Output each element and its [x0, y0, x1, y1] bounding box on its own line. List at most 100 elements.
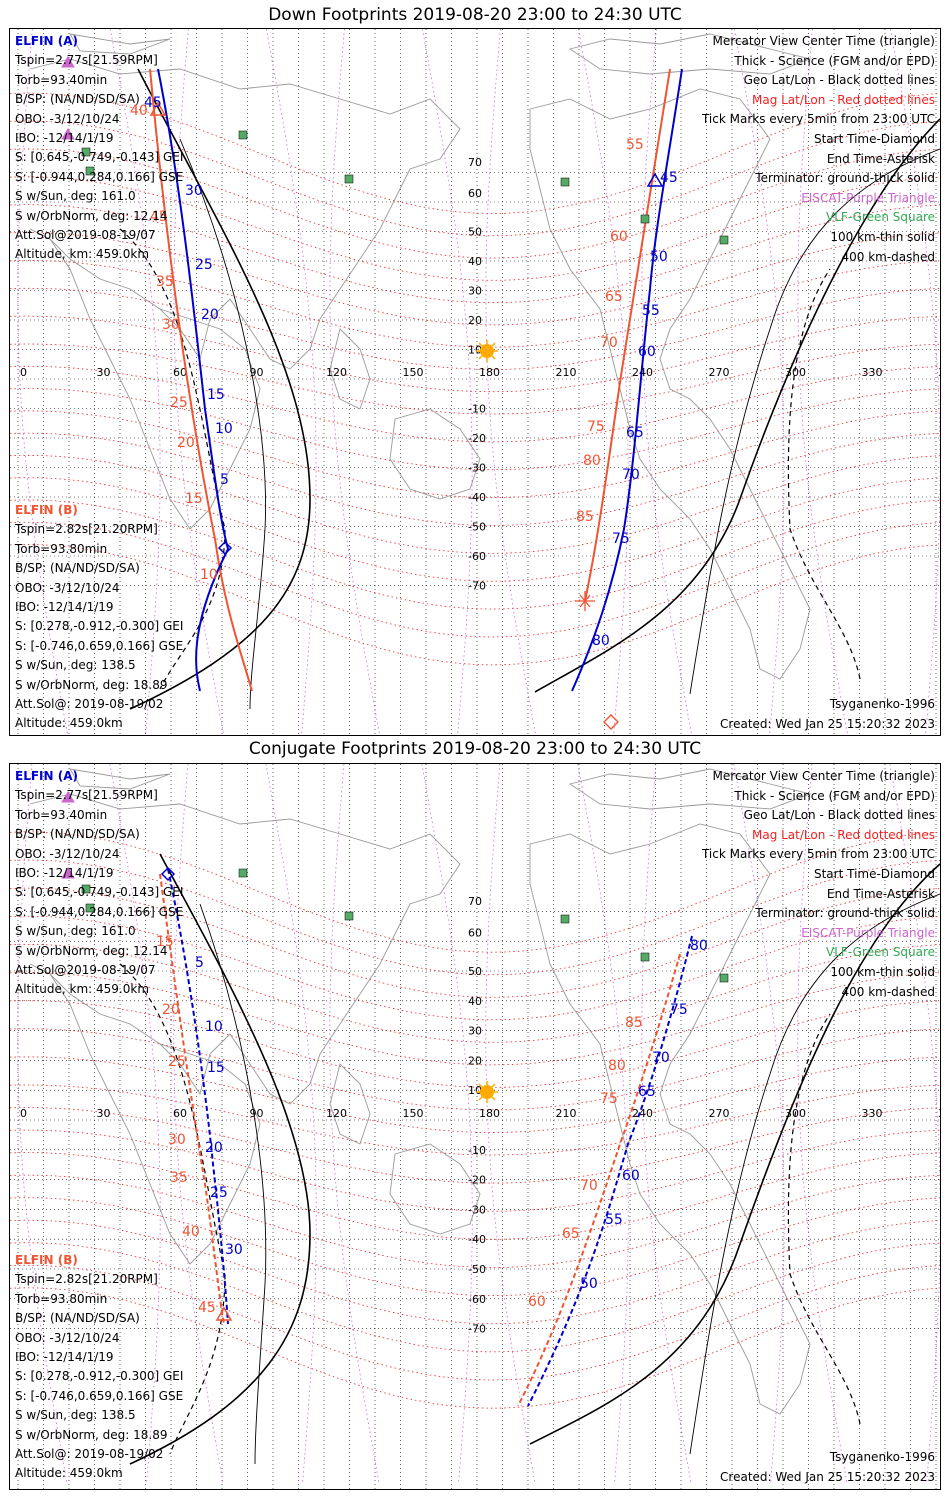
vlf-green-square [85, 166, 95, 176]
track-a-label: 70 [652, 1050, 670, 1066]
lat-tick-label: -40 [468, 491, 486, 504]
legend-line: End Time-Asterisk [826, 886, 935, 901]
sat-a-line: Torb=93.40min [15, 807, 108, 822]
map-panel-down: 0306090120150180210240270300330360706050… [9, 28, 941, 736]
lat-tick-label: 70 [468, 156, 482, 169]
mag-parallel [10, 259, 940, 348]
track-b-label: 45 [150, 209, 168, 225]
lon-tick-label: 360 [938, 1107, 940, 1120]
mag-parallel [10, 388, 940, 471]
lat-tick-label: 10 [468, 1084, 482, 1097]
vlf-green-square [640, 952, 650, 962]
lat-tick-label: -10 [468, 1144, 486, 1157]
terminator-100km-right [689, 148, 940, 695]
track-a-label: 20 [201, 307, 219, 323]
vlf-green-square [238, 130, 248, 140]
lon-tick-label: 150 [403, 1107, 424, 1120]
eiscat-triangle [61, 56, 75, 68]
blue-labels-1: 5 10 15 20 25 30 80 75 70 65 60 55 50 [195, 938, 708, 1292]
terminator-400km-left [119, 963, 226, 1455]
center-triangle-b [215, 1306, 233, 1321]
lon-tick-label: 90 [250, 366, 264, 379]
mag-parallel [10, 1287, 940, 1409]
mag-meridian [422, 29, 473, 735]
lon-tick-label: 330 [862, 366, 883, 379]
mag-parallel [10, 544, 940, 666]
vlf-green-square [85, 903, 95, 913]
vlf-stations [81, 130, 729, 245]
track-b-label: 70 [600, 335, 618, 351]
track-a-label: 65 [638, 1084, 656, 1100]
track-a-label: 25 [195, 257, 213, 273]
track-b-label: 45 [198, 1300, 216, 1316]
mag-meridian [17, 29, 68, 735]
panel-title: Conjugate Footprints 2019-08-20 23:00 to… [248, 739, 702, 759]
sat-a-line: S: [-0.944,0.284,0.166] GSE [15, 169, 184, 184]
model-name: Tsyganenko-1996 [829, 697, 935, 711]
sat-a-line: Altitude, km: 459.0km [15, 247, 150, 262]
lon-tick-label: 180 [479, 1107, 500, 1120]
sat-a-info: ELFIN (A) Tspin=2.77s[21.59RPM] Torb=93.… [15, 767, 183, 1000]
sat-b-line: OBO: -3/12/10/24 [15, 580, 120, 595]
mag-parallel [10, 1028, 940, 1111]
legend-line: Tick Marks every 5min from 23:00 UTC [701, 847, 935, 862]
footer-right: Tsyganenko-1996 Created: Wed Jan 25 15:2… [720, 1448, 935, 1487]
lon-tick-label: 180 [479, 366, 500, 379]
sun-icon [476, 340, 498, 362]
sat-b-line: IBO: -12/14/1/19 [15, 600, 114, 615]
track-a-label: 55 [605, 1212, 623, 1228]
lon-tick-label: 360 [938, 366, 940, 379]
track-a-label: 5 [220, 472, 229, 488]
track-a-label: 75 [612, 531, 630, 547]
track-a-label: 10 [205, 1019, 223, 1035]
track-a-label: 15 [207, 387, 225, 403]
vlf-green-square [719, 973, 729, 983]
lat-tick-label: 20 [468, 1054, 482, 1067]
legend-line: EISCAT-Purple Triangle [801, 925, 935, 940]
mag-parallel [10, 521, 940, 638]
terminator-100km-right [689, 893, 940, 1455]
track-a-label: 45 [144, 95, 162, 111]
sat-a-line: IBO: -12/14/1/19 [15, 131, 114, 146]
panel-title: Down Footprints 2019-08-20 23:00 to 24:3… [268, 5, 682, 25]
coastline [49, 973, 261, 1265]
track-a-label: 70 [622, 467, 640, 483]
sat-b-name: ELFIN (B) [15, 1253, 78, 1267]
legend-line: Geo Lat/Lon - Black dotted lines [743, 73, 935, 88]
terminator-400km-right [787, 268, 861, 680]
lat-tick-label: 60 [468, 187, 482, 200]
legend-line: 100 km-thin solid [830, 964, 935, 979]
legend-line: 400 km-dashed [841, 249, 935, 264]
track-a-label: 30 [185, 183, 203, 199]
sat-b-line: Att.Sol@: 2019-08-19/02 [15, 697, 164, 712]
track-b-left [149, 68, 253, 692]
track-b-left [159, 873, 225, 1325]
mag-meridian [797, 764, 848, 1485]
sat-b-line: Att.Sol@: 2019-08-19/02 [15, 1447, 164, 1462]
geo-grid [10, 29, 940, 735]
lon-tick-label: 240 [632, 1107, 653, 1120]
mag-meridian [17, 764, 68, 1485]
mag-parallel [10, 1242, 940, 1353]
map-canvas: 0306090120150180210240270300330360706050… [10, 29, 940, 735]
legend-line: End Time-Asterisk [826, 151, 935, 166]
coastline [49, 238, 261, 530]
track-b-label: 15 [185, 491, 203, 507]
lat-tick-label: 40 [468, 255, 482, 268]
legend-line: Thick - Science (FGM and/or EPD) [734, 788, 935, 803]
created-stamp: Created: Wed Jan 25 15:20:32 2023 [720, 1469, 935, 1484]
sat-a-line: S w/OrbNorm, deg: 12.14 [15, 208, 168, 223]
lat-tick-label: 30 [468, 1025, 482, 1038]
sat-a-line: OBO: -3/12/10/24 [15, 846, 120, 861]
legend: Mercator View Center Time (triangle) Thi… [702, 32, 935, 267]
blue-labels-0: 45 30 25 20 15 10 5 45 50 55 60 65 70 75… [144, 95, 678, 649]
sat-a-info: ELFIN (A) Tspin=2.77s[21.59RPM] Torb=93.… [15, 32, 183, 265]
lat-tick-label: -70 [468, 1323, 486, 1336]
mag-parallel [10, 1000, 940, 1088]
sat-a-line: S: [0.645,-0.749,-0.143] GEI [15, 885, 184, 900]
legend-line: 100 km-thin solid [830, 229, 935, 244]
legend-line: Geo Lat/Lon - Black dotted lines [743, 808, 935, 823]
mag-parallel [10, 204, 940, 304]
track-b-right [517, 953, 681, 1407]
sat-a-line: S: [-0.944,0.284,0.166] GSE [15, 904, 184, 919]
